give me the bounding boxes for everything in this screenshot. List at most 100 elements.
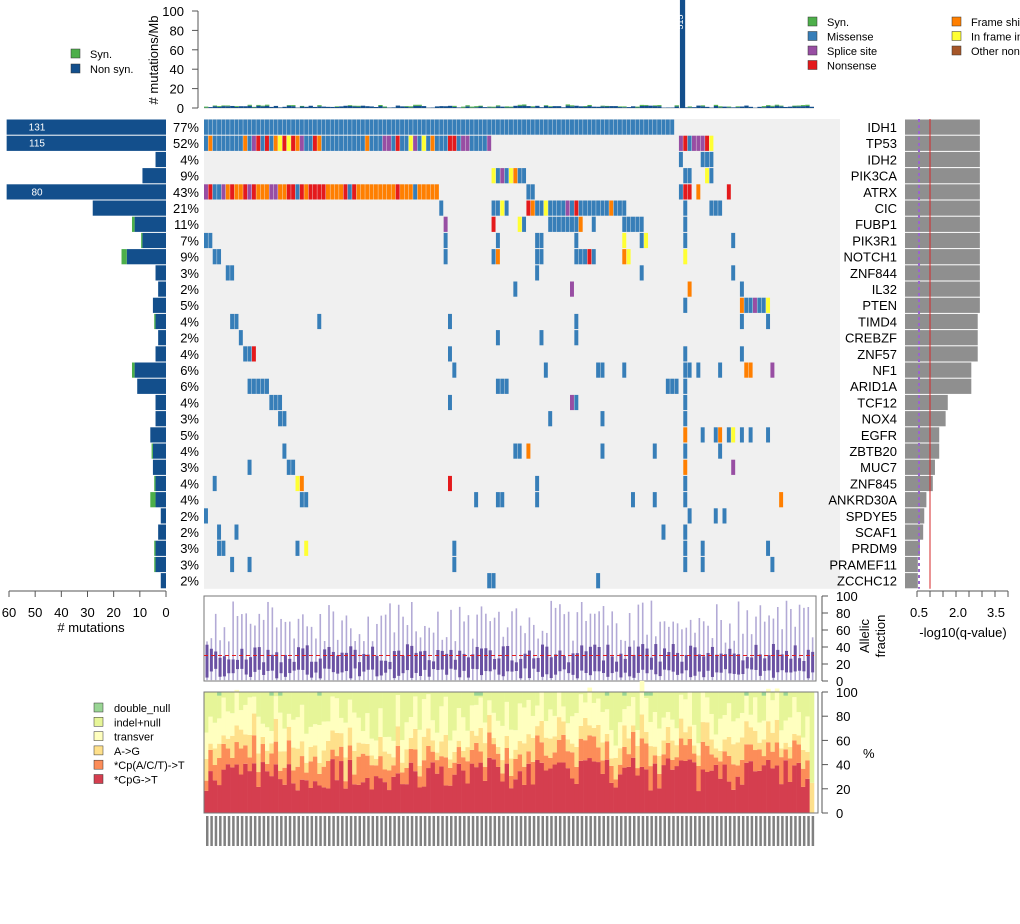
- spectrum-segment: [517, 703, 523, 742]
- sample-label: [275, 816, 279, 846]
- sample-label: [659, 816, 662, 846]
- sample-label: [341, 816, 344, 846]
- spectrum-segment: [478, 697, 484, 729]
- spectrum-frame: [203, 691, 819, 814]
- sample-label: [489, 816, 492, 846]
- tmb-bar-syn: [495, 105, 501, 107]
- gene-percent-label: 4%: [180, 314, 199, 329]
- spectrum-segment: [700, 692, 706, 723]
- spectrum-segment: [326, 760, 331, 789]
- qvalue-bar: [905, 475, 933, 492]
- gene-count-bar-nonsyn: [155, 556, 166, 573]
- oncoprint-cell: [247, 184, 252, 200]
- spectrum-segment: [408, 748, 414, 763]
- gene-count-bar-label: 80: [31, 187, 43, 198]
- spectrum-segment: [360, 731, 366, 744]
- spectrum-segment-indel-null: [792, 692, 797, 698]
- sample-label: [358, 816, 361, 846]
- spectrum-segment-indel-null: [208, 692, 214, 717]
- spectrum-segment: [404, 722, 410, 750]
- oncoprint-cell: [674, 378, 679, 394]
- allelic-box: [610, 656, 614, 674]
- sample-label: [253, 816, 257, 846]
- spectrum-segment: [343, 722, 349, 758]
- tmb-bar-nonsyn: [517, 105, 523, 108]
- spectrum-segment: [291, 770, 296, 784]
- spectrum-segment: [461, 770, 466, 813]
- oncoprint-cell: [273, 135, 278, 151]
- qvalue-bar: [905, 524, 924, 540]
- oncoprint-cell: [217, 184, 222, 200]
- spectrum-segment: [238, 710, 244, 730]
- spectrum-segment: [696, 755, 702, 766]
- spectrum-segment: [539, 691, 545, 721]
- tmb-bar-nonsyn: [617, 107, 623, 108]
- spectrum-segment: [247, 735, 253, 758]
- tmb-bar-syn: [522, 104, 527, 106]
- spectrum-segment-double-null: [269, 692, 275, 696]
- spectrum-segment: [465, 761, 471, 784]
- tmb-bar-nonsyn: [705, 106, 710, 108]
- spectrum-segment-indel-null: [726, 692, 732, 704]
- oncoprint-cell: [591, 119, 596, 135]
- oncoprint-cell: [304, 184, 309, 200]
- oncoprint-cell: [282, 135, 287, 151]
- sample-label: [436, 816, 440, 846]
- oncoprint-cell: [426, 135, 431, 151]
- tmb-bar-syn: [212, 105, 218, 107]
- allelic-box: [523, 653, 527, 669]
- oncoprint-cell: [739, 297, 744, 313]
- gene-count-bar-syn: [131, 216, 135, 232]
- oncoprint-cell: [500, 168, 505, 184]
- allelic-box: [575, 653, 579, 679]
- gene-label: TCF12: [857, 395, 897, 410]
- spectrum-segment: [631, 731, 636, 758]
- spectrum-segment-indel-null: [779, 692, 784, 731]
- sample-label: [262, 816, 266, 846]
- oncoprint-cell: [391, 184, 396, 200]
- spectrum-segment: [221, 735, 227, 744]
- tmb-bar-outlier: [679, 0, 686, 108]
- spectrum-segment: [613, 787, 619, 813]
- gene-count-bar-label: 115: [29, 139, 45, 150]
- spectrum-segment: [225, 748, 231, 765]
- sample-label: [393, 816, 396, 846]
- spectrum-segment-indel-null: [265, 692, 270, 728]
- spectrum-segment: [635, 745, 641, 769]
- allelic-box: [798, 658, 802, 671]
- qvalue-x-tick-label: 2.0: [949, 605, 967, 620]
- oncoprint-cell: [452, 540, 457, 556]
- oncoprint-cell: [234, 524, 239, 540]
- oncoprint-cell: [487, 135, 492, 151]
- allelic-box: [628, 646, 632, 677]
- tmb-bar-nonsyn: [413, 105, 418, 108]
- oncoprint-cell: [291, 459, 296, 475]
- spectrum-segment: [491, 744, 497, 760]
- oncoprint-cell: [495, 492, 500, 508]
- spectrum-segment: [644, 698, 649, 732]
- spectrum-segment: [356, 756, 362, 785]
- tmb-bar-nonsyn: [731, 107, 736, 108]
- tmb-bar-syn: [234, 106, 239, 107]
- spectrum-segment: [439, 756, 444, 767]
- oncoprint-cell: [683, 475, 688, 492]
- oncoprint-cell: [247, 556, 252, 573]
- oncoprint-cell: [591, 216, 596, 232]
- spectrum-segment-indel-null: [365, 692, 370, 714]
- spectrum-segment-indel-null: [243, 692, 248, 705]
- spectrum-segment: [500, 781, 505, 813]
- spectrum-segment: [260, 762, 266, 813]
- oncoprint-cell: [622, 200, 627, 216]
- oncoprint-cell: [600, 411, 605, 427]
- tmb-bar-nonsyn: [334, 106, 340, 108]
- sample-label: [267, 816, 270, 846]
- sample-label: [301, 816, 305, 846]
- oncoprint-cell: [722, 508, 727, 524]
- oncoprint-cell: [766, 313, 771, 330]
- spectrum-segment: [334, 780, 340, 813]
- oncoprint-cell: [360, 119, 365, 135]
- mutation-legend-swatch: [951, 16, 962, 27]
- spectrum-segment: [726, 736, 732, 756]
- oncoprint-cell: [696, 184, 701, 200]
- spectrum-segment: [339, 717, 344, 734]
